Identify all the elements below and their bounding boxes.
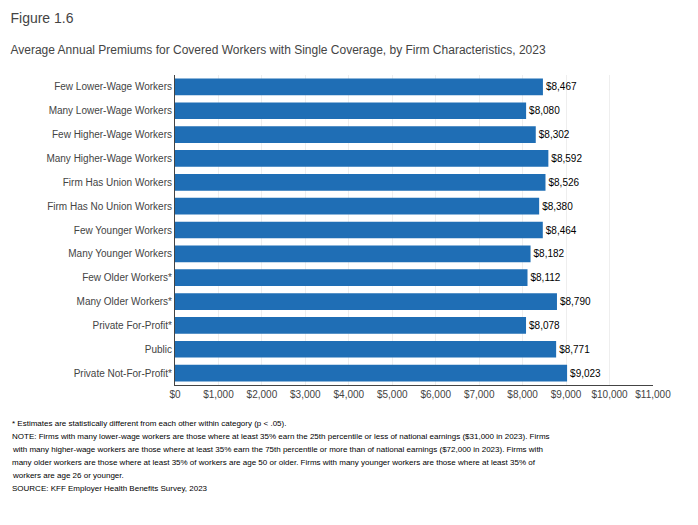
svg-text:$8,182: $8,182 [534,248,565,259]
svg-text:NOTE: Firms with many lower-wa: NOTE: Firms with many lower-wage workers… [12,432,550,441]
svg-text:$1,000: $1,000 [203,389,234,400]
svg-text:$2,000: $2,000 [247,389,278,400]
svg-text:Private For-Profit*: Private For-Profit* [93,320,173,331]
svg-text:$8,526: $8,526 [548,177,579,188]
svg-text:SOURCE: KFF Employer Health Be: SOURCE: KFF Employer Health Benefits Sur… [12,484,208,493]
svg-text:$4,000: $4,000 [334,389,365,400]
svg-text:Public: Public [145,344,172,355]
svg-text:$8,464: $8,464 [546,225,577,236]
svg-text:$6,000: $6,000 [420,389,451,400]
svg-text:$8,380: $8,380 [542,201,573,212]
svg-text:$10,000: $10,000 [591,389,628,400]
svg-text:Private Not-For-Profit*: Private Not-For-Profit* [74,368,172,379]
svg-text:$8,771: $8,771 [559,344,590,355]
svg-text:$5,000: $5,000 [377,389,408,400]
svg-text:$8,000: $8,000 [507,389,538,400]
svg-text:Many Older Workers*: Many Older Workers* [77,296,173,307]
svg-text:$0: $0 [169,389,181,400]
svg-text:Few Higher-Wage Workers: Few Higher-Wage Workers [52,129,172,140]
svg-text:$11,000: $11,000 [635,389,671,400]
svg-text:$7,000: $7,000 [464,389,495,400]
svg-text:Many Lower-Wage Workers: Many Lower-Wage Workers [49,105,172,116]
svg-text:Firm Has Union Workers: Firm Has Union Workers [63,177,172,188]
svg-text:with many higher-wage workers: with many higher-wage workers are those … [12,445,543,454]
svg-text:$8,302: $8,302 [539,129,570,140]
svg-text:$8,112: $8,112 [531,272,561,283]
svg-text:Average Annual Premiums for Co: Average Annual Premiums for Covered Work… [10,43,545,57]
svg-text:workers are age 26 or younger.: workers are age 26 or younger. [12,471,124,480]
svg-text:Many Higher-Wage Workers: Many Higher-Wage Workers [46,153,172,164]
svg-text:$9,000: $9,000 [551,389,582,400]
svg-text:Few Older Workers*: Few Older Workers* [82,272,172,283]
svg-text:Firm Has No Union Workers: Firm Has No Union Workers [47,201,172,212]
svg-text:$9,023: $9,023 [570,368,601,379]
svg-text:$8,078: $8,078 [529,320,560,331]
svg-text:Many Younger Workers: Many Younger Workers [68,248,172,259]
svg-text:Figure 1.6: Figure 1.6 [10,10,73,26]
svg-text:$8,080: $8,080 [529,105,560,116]
svg-text:Few Younger Workers: Few Younger Workers [74,225,172,236]
svg-text:many older workers are those w: many older workers are those where at le… [12,458,536,467]
svg-text:Few Lower-Wage Workers: Few Lower-Wage Workers [54,81,172,92]
svg-text:$8,467: $8,467 [546,81,577,92]
svg-text:$8,592: $8,592 [551,153,582,164]
svg-text:$3,000: $3,000 [290,389,321,400]
svg-text:* Estimates are statistically: * Estimates are statistically different … [12,419,286,428]
svg-text:$8,790: $8,790 [560,296,591,307]
